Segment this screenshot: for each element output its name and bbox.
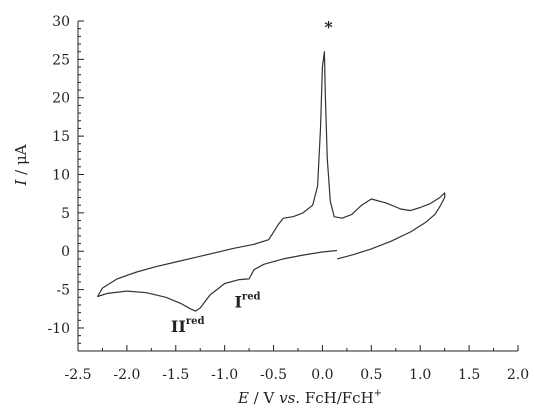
y-tick-label: 10: [52, 167, 70, 183]
y-tick-label: -5: [56, 283, 70, 299]
x-axis-title: E / V vs. FcH/FcH+: [237, 388, 382, 407]
peak-annotation-text: *: [324, 18, 333, 37]
x-tick-label: 1.0: [409, 367, 431, 383]
x-tick-label: -2.5: [65, 367, 92, 383]
peak-annotation: IIred: [171, 316, 205, 336]
x-tick-label: 2.0: [507, 367, 529, 383]
y-axis-title-unit: / μA: [12, 144, 30, 179]
y-tick-label: 0: [61, 244, 70, 260]
y-tick-label: 20: [52, 91, 70, 107]
x-tick-label: -1.5: [162, 367, 189, 383]
x-axis-title-symbol: E: [237, 389, 249, 407]
peak-annotation: *: [324, 18, 333, 37]
x-axis-title-unit: / V: [249, 389, 279, 407]
peak-annotation: Ired: [234, 291, 260, 311]
y-tick-label: 5: [61, 206, 70, 222]
peak-annotation-text: II: [171, 317, 186, 336]
y-tick-label: 25: [52, 52, 70, 68]
x-axis-title-vs: vs: [279, 389, 295, 407]
x-tick-label: 0.5: [360, 367, 382, 383]
cv-trace: [96, 51, 446, 312]
x-tick-label: -0.5: [260, 367, 287, 383]
y-tick-label: 30: [52, 14, 70, 30]
x-tick-label: -2.0: [113, 367, 140, 383]
x-tick-label: 0.0: [311, 367, 333, 383]
series-layer: [96, 51, 446, 312]
x-tick-label: 1.5: [458, 367, 480, 383]
peak-annotation-sup: red: [186, 316, 205, 327]
y-tick-label: 15: [52, 129, 70, 145]
axes: -10 -5 0 5 10 15 20 25 30 -2.5 -2.0 -1.5 -1.0 -0.5 0.0…: [47, 14, 529, 383]
y-tick-label: -10: [47, 321, 70, 337]
x-axis-title-sup: +: [374, 388, 382, 399]
y-axis-title-symbol: I: [12, 179, 30, 187]
peak-annotation-sup: red: [242, 291, 261, 302]
x-axis-title-ref: . FcH/FcH: [295, 389, 373, 407]
peak-annotation-text: I: [234, 292, 241, 311]
y-axis-title: I / μA: [12, 144, 30, 186]
x-tick-label: -1.0: [211, 367, 238, 383]
